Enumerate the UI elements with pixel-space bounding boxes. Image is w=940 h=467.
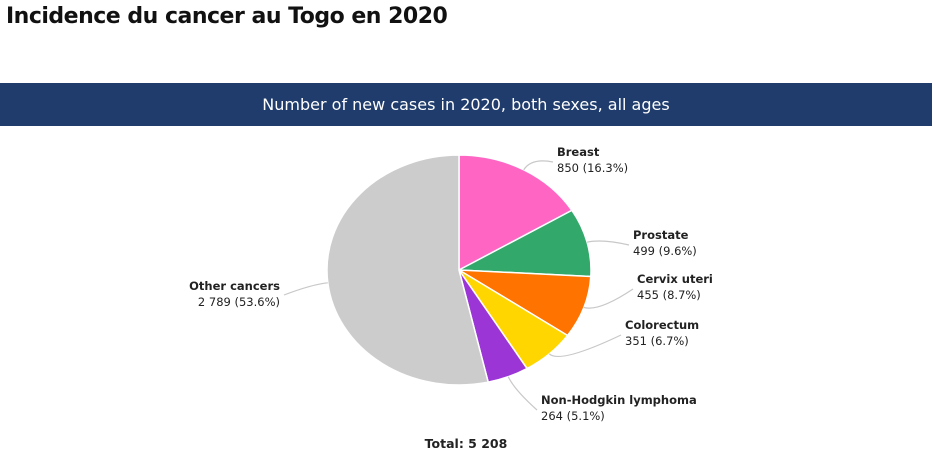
chart-title-bar: Number of new cases in 2020, both sexes,… bbox=[0, 83, 932, 126]
slice-label-other-cancers: Other cancers 2 789 (53.6%) bbox=[189, 279, 280, 309]
page-title: Incidence du cancer au Togo en 2020 bbox=[6, 4, 448, 29]
chart-title: Number of new cases in 2020, both sexes,… bbox=[262, 95, 670, 114]
slice-name: Other cancers bbox=[189, 279, 280, 293]
slice-value: 2 789 (53.6%) bbox=[198, 295, 280, 309]
leader-line-prostate bbox=[586, 240, 630, 246]
leader-line-breast bbox=[523, 160, 554, 171]
slice-value: 499 (9.6%) bbox=[633, 244, 697, 258]
pie-slice-prostate[interactable] bbox=[456, 209, 592, 278]
slice-value: 850 (16.3%) bbox=[557, 161, 628, 175]
slice-name: Cervix uteri bbox=[637, 272, 713, 286]
leader-line-colorectum bbox=[548, 334, 622, 358]
slice-value: 455 (8.7%) bbox=[637, 288, 701, 302]
slice-name: Non-Hodgkin lymphoma bbox=[541, 393, 697, 407]
pie-slice-breast[interactable] bbox=[458, 154, 573, 272]
leader-line-cervix-uteri bbox=[583, 288, 634, 309]
slice-name: Colorectum bbox=[625, 318, 699, 332]
slice-value: 351 (6.7%) bbox=[625, 334, 689, 348]
total-label: Total: 5 208 bbox=[424, 436, 508, 451]
slice-value: 264 (5.1%) bbox=[541, 409, 605, 423]
slice-label-breast: Breast 850 (16.3%) bbox=[557, 145, 628, 175]
slice-label-colorectum: Colorectum 351 (6.7%) bbox=[625, 318, 699, 348]
leader-line-non-hodgkin-lymphoma bbox=[507, 376, 538, 411]
leader-line-other-cancers bbox=[283, 282, 328, 296]
slice-label-non-hodgkin-lymphoma: Non-Hodgkin lymphoma 264 (5.1%) bbox=[541, 393, 697, 423]
slice-name: Breast bbox=[557, 145, 600, 159]
slice-label-cervix-uteri: Cervix uteri 455 (8.7%) bbox=[637, 272, 713, 302]
pie-slice-other-cancers[interactable] bbox=[326, 154, 490, 386]
slice-name: Prostate bbox=[633, 228, 689, 242]
slice-label-prostate: Prostate 499 (9.6%) bbox=[633, 228, 697, 258]
